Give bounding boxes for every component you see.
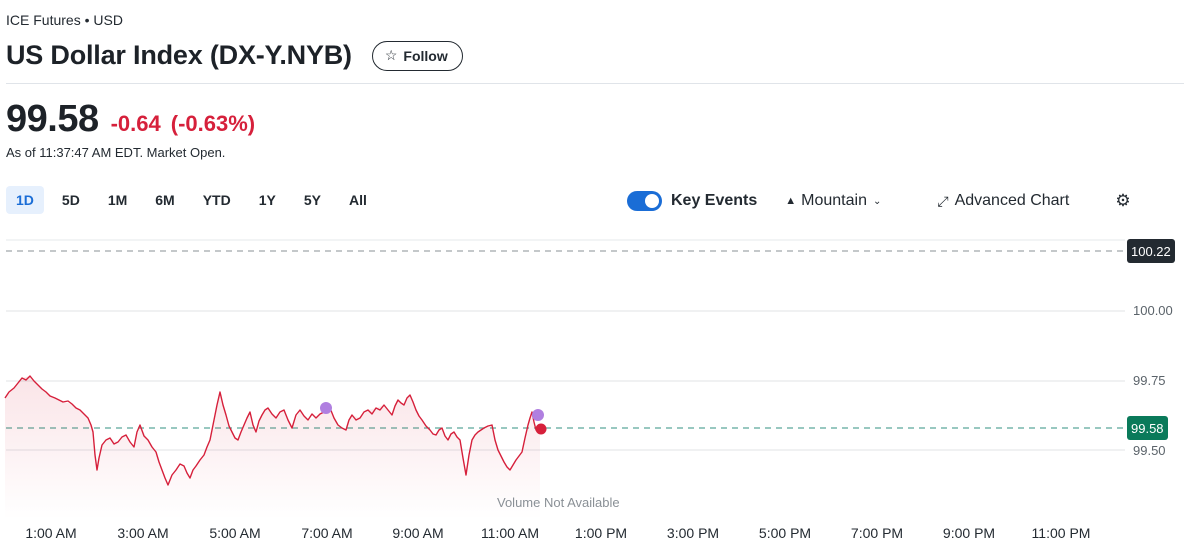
range-tab-1y[interactable]: 1Y xyxy=(258,192,276,208)
range-tab-6m[interactable]: 6M xyxy=(155,192,175,208)
advanced-chart-label: Advanced Chart xyxy=(954,192,1070,209)
title-row: US Dollar Index (DX-Y.NYB) ☆ Follow xyxy=(6,40,463,71)
x-tick-label: 7:00 AM xyxy=(301,525,353,541)
key-events-label: Key Events xyxy=(671,192,758,209)
x-tick-label: 7:00 PM xyxy=(850,525,904,541)
quote-timestamp: As of 11:37:47 AM EDT. Market Open. xyxy=(6,145,226,160)
previous-close-pill: 100.22 xyxy=(1127,239,1175,263)
chevron-down-icon: ⌄ xyxy=(872,195,882,207)
chart-type-label: Mountain xyxy=(801,192,867,209)
price-chart[interactable] xyxy=(0,225,1200,551)
grid-lines xyxy=(6,239,1125,451)
x-tick-label: 5:00 PM xyxy=(758,525,812,541)
current-price-pill: 99.58 xyxy=(1127,416,1168,440)
follow-button[interactable]: ☆ Follow xyxy=(371,40,463,71)
range-tabs: 1D 5D 1M 6M YTD 1Y 5Y All xyxy=(6,186,385,214)
header-divider xyxy=(6,83,1184,84)
range-tab-1m[interactable]: 1M xyxy=(107,192,128,208)
key-event-marker xyxy=(320,402,332,414)
x-tick-label: 11:00 AM xyxy=(480,525,540,541)
price-line xyxy=(4,375,541,486)
expand-icon: ⤢ xyxy=(937,192,949,209)
range-tab-1d[interactable]: 1D xyxy=(6,186,44,214)
x-tick-label: 9:00 PM xyxy=(942,525,996,541)
x-tick-label: 1:00 PM xyxy=(574,525,628,541)
price-change-percent: (-0.63%) xyxy=(170,111,256,136)
y-tick-label: 99.50 xyxy=(1133,443,1166,458)
quote-row: 99.58 -0.64 (-0.63%) xyxy=(6,98,255,141)
current-price-dot xyxy=(535,423,547,435)
advanced-chart-button[interactable]: ⤢ Advanced Chart xyxy=(937,192,1069,210)
x-tick-label: 9:00 AM xyxy=(392,525,444,541)
volume-note: Volume Not Available xyxy=(497,495,620,510)
range-tab-all[interactable]: All xyxy=(348,192,367,208)
x-tick-label: 5:00 AM xyxy=(209,525,261,541)
range-tab-5d[interactable]: 5D xyxy=(61,192,80,208)
x-tick-label: 1:00 AM xyxy=(25,525,77,541)
gear-icon[interactable]: ⚙ xyxy=(1115,191,1131,210)
x-tick-label: 3:00 AM xyxy=(117,525,169,541)
key-event-marker xyxy=(532,409,544,421)
chart-toolbar: Key Events ▲ Mountain ⌄ ⤢ Advanced Chart… xyxy=(627,188,1131,214)
y-tick-label: 100.00 xyxy=(1133,303,1173,318)
follow-label: Follow xyxy=(403,47,448,64)
price-change: -0.64 xyxy=(110,111,161,136)
range-tab-ytd[interactable]: YTD xyxy=(202,192,231,208)
price: 99.58 xyxy=(6,98,99,140)
x-tick-label: 11:00 PM xyxy=(1031,525,1091,541)
x-tick-label: 3:00 PM xyxy=(666,525,720,541)
chart-type-dropdown[interactable]: ▲ Mountain ⌄ xyxy=(785,192,881,210)
exchange-currency: ICE Futures • USD xyxy=(6,12,123,28)
x-axis: 1:00 AM 3:00 AM 5:00 AM 7:00 AM 9:00 AM … xyxy=(0,525,1200,545)
toggle-knob xyxy=(645,194,659,208)
price-area xyxy=(5,376,540,520)
mountain-icon: ▲ xyxy=(785,195,797,207)
y-tick-label: 99.75 xyxy=(1133,373,1166,388)
star-icon: ☆ xyxy=(384,47,398,63)
page-title: US Dollar Index (DX-Y.NYB) xyxy=(6,40,352,70)
key-events-toggle[interactable] xyxy=(627,191,662,211)
range-tab-5y[interactable]: 5Y xyxy=(303,192,321,208)
